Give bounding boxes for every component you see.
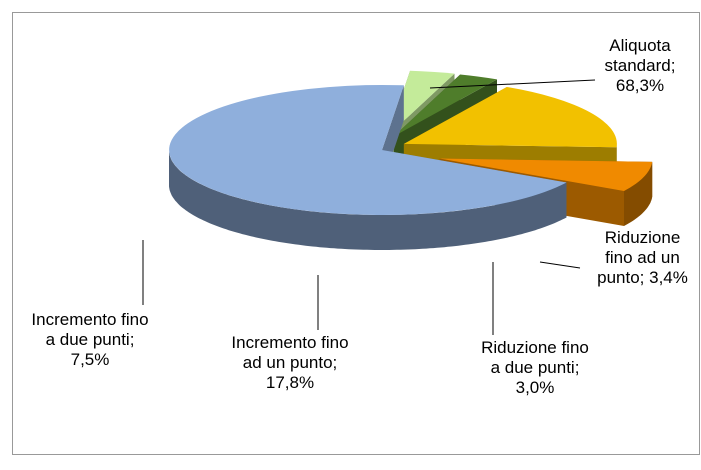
slice [388, 70, 455, 136]
data-label: Riduzione fino a due punti; 3,0% [481, 338, 589, 397]
slice-wall [624, 161, 653, 226]
slice [403, 87, 617, 148]
data-label: Riduzione fino ad un punto; 3,4% [597, 228, 688, 287]
slice [394, 74, 497, 137]
leader-line [539, 261, 581, 269]
data-label: Aliquota standard; 68,3% [604, 36, 676, 95]
leader-line [429, 79, 596, 89]
slice-wall [169, 150, 567, 250]
data-label: Incremento fino ad un punto; 17,8% [231, 333, 349, 392]
slice [439, 158, 653, 191]
slice [169, 84, 567, 215]
data-label: Incremento fino a due punti; 7,5% [31, 310, 149, 369]
